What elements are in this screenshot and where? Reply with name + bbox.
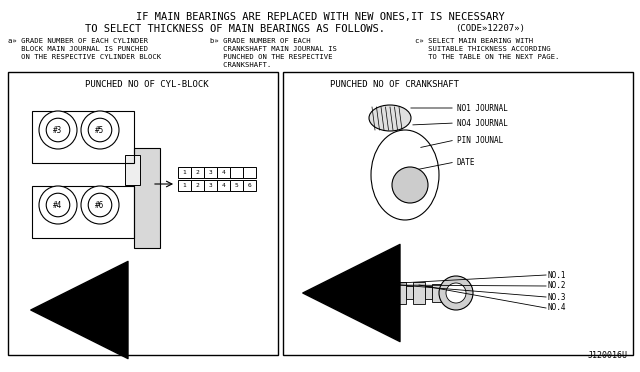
Bar <box>217 167 230 178</box>
Text: NO.2: NO.2 <box>548 282 566 291</box>
Text: NO4 JOURNAL: NO4 JOURNAL <box>457 119 508 128</box>
Text: (CODE»12207»): (CODE»12207») <box>455 24 525 33</box>
Text: b» GRADE NUMBER OF EACH: b» GRADE NUMBER OF EACH <box>210 38 310 44</box>
Text: c» SELECT MAIN BEARING WITH: c» SELECT MAIN BEARING WITH <box>415 38 533 44</box>
Bar <box>368 286 375 299</box>
Text: ON THE RESPECTIVE CYLINDER BLOCK: ON THE RESPECTIVE CYLINDER BLOCK <box>8 54 161 60</box>
Text: TO SELECT THICKNESS OF MAIN BEARINGS AS FOLLOWS.: TO SELECT THICKNESS OF MAIN BEARINGS AS … <box>85 24 385 34</box>
Text: 1: 1 <box>182 170 186 175</box>
Bar <box>432 284 442 302</box>
Bar <box>230 180 243 191</box>
Text: DATE: DATE <box>457 157 476 167</box>
Bar <box>178 180 191 191</box>
Circle shape <box>81 111 119 149</box>
Text: FRONT: FRONT <box>345 289 370 298</box>
Text: 4: 4 <box>221 170 225 175</box>
Bar <box>387 286 394 299</box>
Circle shape <box>46 118 70 142</box>
Text: NO.4: NO.4 <box>548 304 566 312</box>
Ellipse shape <box>371 130 439 220</box>
Text: IF MAIN BEARINGS ARE REPLACED WITH NEW ONES,IT IS NECESSARY: IF MAIN BEARINGS ARE REPLACED WITH NEW O… <box>136 12 504 22</box>
Text: NO1 JOURNAL: NO1 JOURNAL <box>457 103 508 112</box>
Bar <box>358 282 368 304</box>
Circle shape <box>439 276 473 310</box>
Circle shape <box>46 193 70 217</box>
Circle shape <box>88 118 112 142</box>
Text: 3: 3 <box>209 183 212 188</box>
Text: 2: 2 <box>196 170 200 175</box>
Text: CRANKSHAFT.: CRANKSHAFT. <box>210 62 271 68</box>
Text: CRANKSHAFT MAIN JOURNAL IS: CRANKSHAFT MAIN JOURNAL IS <box>210 46 337 52</box>
Bar <box>425 286 432 299</box>
Text: 2: 2 <box>196 183 200 188</box>
Text: 6: 6 <box>248 183 252 188</box>
Bar <box>32 111 134 163</box>
Bar <box>191 167 204 178</box>
Text: a» GRADE NUMBER OF EACH CYLINDER: a» GRADE NUMBER OF EACH CYLINDER <box>8 38 148 44</box>
Text: NO.3: NO.3 <box>548 292 566 301</box>
Circle shape <box>446 283 466 303</box>
Bar <box>413 282 425 304</box>
Bar <box>406 286 413 299</box>
Text: 1: 1 <box>182 183 186 188</box>
Bar <box>204 180 217 191</box>
Text: 5: 5 <box>235 183 238 188</box>
Circle shape <box>39 186 77 224</box>
Text: PUNCHED NO OF CRANKSHAFT: PUNCHED NO OF CRANKSHAFT <box>330 80 459 89</box>
Bar <box>8 72 278 355</box>
Text: PIN JOUNAL: PIN JOUNAL <box>457 135 503 144</box>
Bar <box>243 180 256 191</box>
Text: 4: 4 <box>221 183 225 188</box>
Text: #3: #3 <box>53 125 63 135</box>
Bar <box>178 167 191 178</box>
Bar <box>204 167 217 178</box>
Circle shape <box>81 186 119 224</box>
Ellipse shape <box>369 105 411 131</box>
Text: #5: #5 <box>95 125 104 135</box>
Text: PUNCHED ON THE RESPECTIVE: PUNCHED ON THE RESPECTIVE <box>210 54 333 60</box>
Bar <box>230 167 243 178</box>
Bar <box>394 282 406 304</box>
Bar <box>217 180 230 191</box>
Polygon shape <box>134 148 160 248</box>
Text: NO.1: NO.1 <box>548 270 566 279</box>
Bar <box>32 186 134 238</box>
Bar <box>125 155 140 185</box>
Text: FRONT: FRONT <box>73 305 98 314</box>
Text: TO THE TABLE ON THE NEXT PAGE.: TO THE TABLE ON THE NEXT PAGE. <box>415 54 559 60</box>
Text: 3: 3 <box>209 170 212 175</box>
Bar <box>375 282 387 304</box>
Bar <box>346 289 358 297</box>
Bar <box>283 72 633 355</box>
Bar <box>243 167 256 178</box>
Text: #6: #6 <box>95 201 104 209</box>
Text: SUITABLE THICKNESS ACCORDING: SUITABLE THICKNESS ACCORDING <box>415 46 550 52</box>
Text: J120016U: J120016U <box>588 351 628 360</box>
Text: PUNCHED NO OF CYL-BLOCK: PUNCHED NO OF CYL-BLOCK <box>85 80 209 89</box>
Text: #4: #4 <box>53 201 63 209</box>
Bar <box>191 180 204 191</box>
Circle shape <box>88 193 112 217</box>
Circle shape <box>39 111 77 149</box>
Circle shape <box>392 167 428 203</box>
Text: BLOCK MAIN JOURNAL IS PUNCHED: BLOCK MAIN JOURNAL IS PUNCHED <box>8 46 148 52</box>
